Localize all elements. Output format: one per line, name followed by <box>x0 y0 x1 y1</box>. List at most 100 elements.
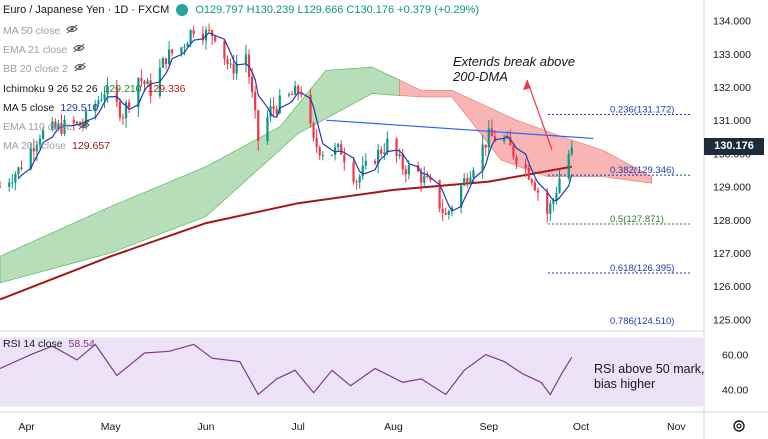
candle-body-119 <box>512 145 515 157</box>
candle-body-86 <box>373 160 377 164</box>
candle-body-8 <box>35 144 38 152</box>
candle-body-111 <box>481 144 484 171</box>
eye-off-icon[interactable] <box>66 22 78 41</box>
candle-body-67 <box>290 94 294 96</box>
candle-body-124 <box>533 182 537 191</box>
legend-row-6[interactable]: MA 200 close 129.657 <box>3 137 110 156</box>
candle-body-3 <box>14 174 17 183</box>
time-tick-4: Aug <box>384 421 403 433</box>
candle-body-70 <box>300 93 303 95</box>
candle-body-94 <box>404 169 407 175</box>
candle-body-28 <box>121 117 125 119</box>
candle-body-90 <box>386 138 389 153</box>
candle-body-42 <box>183 46 186 48</box>
rsi-annotation-line1: RSI above 50 mark, <box>594 362 705 376</box>
current-price-tag[interactable]: 130.176 <box>704 138 764 155</box>
time-axis: Apr May Jun Jul Aug Sep Oct Nov <box>18 421 686 433</box>
candle-body-74 <box>318 147 321 156</box>
candle-body-68 <box>294 86 297 95</box>
candle-body-72 <box>312 123 315 138</box>
rsi-annotation: RSI above 50 mark, bias higher <box>594 362 704 392</box>
candle-body-18 <box>78 121 82 125</box>
time-tick-3: Jul <box>291 421 304 433</box>
candle-body-92 <box>398 154 401 156</box>
candle-body-37 <box>161 58 165 68</box>
ichimoku-cloud <box>0 66 652 284</box>
candle-body-48 <box>207 29 211 31</box>
candle-body-0 <box>0 186 2 188</box>
candle-body-107 <box>463 178 466 186</box>
candle-body-14 <box>60 123 63 134</box>
candle-body-30 <box>128 102 131 108</box>
candle-body-100 <box>429 177 432 181</box>
candle-body-76 <box>330 154 334 156</box>
candle-body-101 <box>438 180 441 209</box>
candle-body-103 <box>444 213 447 215</box>
candle-body-110 <box>472 170 475 178</box>
eye-off-icon[interactable] <box>74 60 86 79</box>
price-tick-4: 129.000 <box>713 182 751 194</box>
time-tick-5: Sep <box>479 421 498 433</box>
legend-row-1[interactable]: EMA 21 close <box>3 41 85 60</box>
candle-body-106 <box>460 185 463 208</box>
candle-body-1 <box>8 182 11 187</box>
candle-body-127 <box>549 203 552 214</box>
legend-row-3[interactable]: Ichimoku 9 26 52 26 129.210 129.336 <box>3 80 186 99</box>
trendline[interactable] <box>325 119 594 140</box>
candle-body-17 <box>75 121 78 124</box>
rsi-band <box>0 337 704 407</box>
candle-body-4 <box>17 167 20 175</box>
candle-body-50 <box>214 36 217 41</box>
legend-row-0[interactable]: MA 50 close <box>3 22 78 41</box>
legend-row-4[interactable]: MA 5 close 129.510 <box>3 99 98 118</box>
settings-gear-icon[interactable] <box>733 420 745 432</box>
legend-label-2: BB 20 close 2 <box>3 63 68 76</box>
fib-label-4: 0.786(124.510) <box>610 316 674 327</box>
price-tick-8: 133.000 <box>713 49 751 61</box>
legend-value-3: 129.210 <box>103 82 142 95</box>
candle-body-13 <box>57 123 60 128</box>
candle-body-43 <box>186 43 189 47</box>
candle-body-15 <box>63 119 66 134</box>
eye-off-icon[interactable] <box>73 41 85 60</box>
candle-body-20 <box>84 111 88 125</box>
legend-label-6: MA 200 close <box>3 140 67 153</box>
candle-body-122 <box>527 168 530 180</box>
fib-label-0: 0.236(131.172) <box>610 104 674 115</box>
legend-label-4: MA 5 close <box>3 101 55 114</box>
candle-body-95 <box>407 165 410 175</box>
candle-body-44 <box>189 30 192 44</box>
candle-body-79 <box>340 144 343 155</box>
candle-body-71 <box>309 94 312 124</box>
candle-body-98 <box>423 175 426 183</box>
legend-label-0: MA 50 close <box>3 25 61 37</box>
break-annotation: Extends break above 200-DMA <box>453 54 575 84</box>
candle-body-91 <box>395 138 398 156</box>
candle-body-99 <box>426 175 429 178</box>
legend-label-1: EMA 21 close <box>3 44 68 57</box>
candle-body-64 <box>275 108 278 114</box>
candle-body-97 <box>420 171 423 183</box>
candle-body-41 <box>180 47 183 54</box>
rsi-legend[interactable]: RSI 14 close 58.54 <box>3 335 95 354</box>
candle-body-78 <box>337 144 340 148</box>
price-tick-1: 126.000 <box>713 281 751 293</box>
candle-body-114 <box>490 128 493 137</box>
candle-body-66 <box>287 94 291 96</box>
candle-body-32 <box>140 78 143 82</box>
candle-body-11 <box>51 121 54 130</box>
candle-body-115 <box>493 136 497 142</box>
break-annotation-line1: Extends break above <box>453 54 576 69</box>
eye-off-icon[interactable] <box>78 118 90 137</box>
legend-label-5: EMA 110 close <box>3 121 73 133</box>
legend-row-5[interactable]: EMA 110 close <box>3 118 90 137</box>
candle-body-93 <box>401 154 404 170</box>
candle-body-7 <box>32 148 35 152</box>
legend-row-2[interactable]: BB 20 close 2 <box>3 60 86 79</box>
candle-body-112 <box>484 144 487 148</box>
candle-body-5 <box>20 167 23 170</box>
candle-body-69 <box>297 86 300 94</box>
candle-body-65 <box>278 95 281 114</box>
candle-body-126 <box>546 192 549 214</box>
